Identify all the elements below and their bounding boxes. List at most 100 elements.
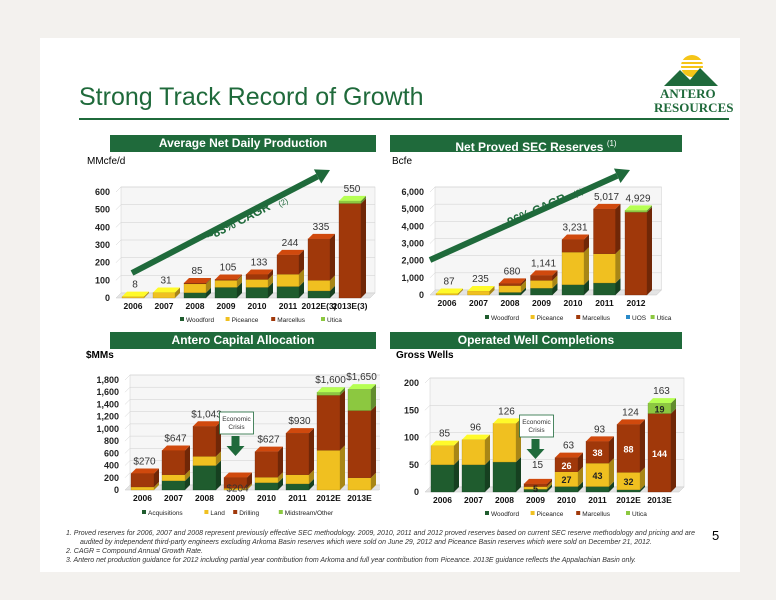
- bar-top-face: [555, 452, 583, 458]
- legend-label: Woodford: [186, 317, 214, 324]
- bar-segment-piceance: [498, 285, 522, 293]
- bar-segment-label: 26: [561, 461, 571, 471]
- bar-total-label: 85: [191, 266, 203, 277]
- bar-top-face: [431, 440, 459, 446]
- bar-total-label: $270: [133, 457, 156, 468]
- bar-segment-woodford: [530, 287, 553, 296]
- x-tick-label: 2007: [464, 495, 483, 505]
- bar-2013E: [347, 384, 376, 491]
- bar-2011: [593, 203, 621, 296]
- x-tick-label: 2009: [532, 298, 551, 308]
- bar-segment-side: [371, 384, 376, 411]
- bar-top-face: [286, 428, 314, 434]
- bar-2012: [624, 205, 652, 296]
- bar-segment-woodford: [430, 464, 455, 493]
- antero-logo: [664, 55, 718, 86]
- y-tick-label: 0: [105, 293, 110, 303]
- y-tick-label: 0: [419, 290, 424, 300]
- gridline-diag: [115, 186, 122, 193]
- gridline-diag: [124, 399, 131, 405]
- bar-segment-side: [485, 434, 490, 465]
- bar-segment-side: [547, 484, 552, 492]
- bar-segment-marcellus: [338, 203, 362, 299]
- bar-top-face: [339, 195, 366, 201]
- legend-label: Marcellus: [582, 511, 611, 518]
- y-tick-label: 600: [104, 448, 119, 458]
- bar-segment-side: [340, 390, 345, 451]
- bar-segment-side: [454, 459, 459, 492]
- legend-swatch-utica: [650, 315, 655, 319]
- bar-top-face: [617, 419, 645, 425]
- bar-2008: [192, 421, 221, 491]
- bar-total-label: 5,017: [594, 192, 619, 203]
- bar-top-face: [193, 421, 221, 427]
- bar-segment-label: 43: [592, 471, 602, 481]
- cagr-footnote: (2): [277, 196, 290, 209]
- bar-segment-side: [615, 248, 621, 283]
- bar-total-label: 1,141: [531, 258, 556, 269]
- legend-swatch-acquisitions: [142, 510, 146, 514]
- bar-segment-side: [340, 445, 345, 490]
- bar-segment-piceance: [461, 439, 486, 465]
- bar-segment-acquisitions: [192, 465, 217, 491]
- reserves-chart: 0 1,000 2,000 3,000 4,000 5,000 6,000 87 2006 235…: [401, 168, 672, 322]
- legend-swatch-woodford: [485, 315, 489, 319]
- bar-segment-piceance: [492, 423, 517, 463]
- bar-segment-side: [309, 469, 314, 484]
- legend-label: Utica: [327, 317, 342, 324]
- bar-segment-drilling: [285, 433, 310, 475]
- footnote-3: 3. Antero net production guidance for 20…: [66, 557, 636, 564]
- page-title: Strong Track Record of Growth: [79, 83, 424, 111]
- bar-segment-land: [161, 474, 186, 481]
- bar-segment-side: [299, 281, 304, 298]
- reserves-title-footnote: (1): [606, 139, 617, 148]
- legend-swatch-uos: [626, 315, 630, 319]
- wells-panel-header: Operated Well Completions: [390, 332, 682, 349]
- cagr-arrow-head: [613, 168, 630, 184]
- bar-top-face: [317, 387, 345, 393]
- bar-segment-side: [615, 203, 621, 254]
- x-tick-label: 2008: [501, 298, 520, 308]
- bar-segment-piceance: [245, 279, 269, 288]
- bar-top-face: [524, 478, 552, 484]
- bar-2007: [161, 445, 190, 491]
- reserves-unit: Bcfe: [392, 156, 413, 167]
- production-unit: MMcfe/d: [87, 156, 126, 167]
- bar-top-face: [308, 233, 335, 239]
- bar-segment-side: [185, 469, 190, 481]
- gridline-diag: [124, 411, 131, 417]
- bar-total-label: 3,231: [562, 223, 587, 234]
- bar-total-label: 124: [622, 407, 639, 418]
- bar-top-face: [122, 291, 149, 297]
- bar-segment-side: [584, 247, 589, 285]
- bar-segment-piceance: [307, 280, 331, 292]
- legend: Acquisitions Land Drilling Midstream/Other: [142, 510, 334, 517]
- bar-segment-marcellus: [561, 239, 585, 253]
- callout-box: [219, 411, 254, 435]
- bar-segment-side: [237, 274, 242, 281]
- bar-segment-side: [237, 282, 242, 298]
- bar-segment-side: [609, 481, 614, 492]
- bar-segment-side: [299, 269, 304, 287]
- bar-segment-side: [371, 472, 376, 490]
- bar-segment-midstreamother: [316, 392, 341, 396]
- bar-segment-woodford: [245, 287, 269, 299]
- bar-segment-side: [609, 436, 614, 464]
- legend-swatch-midstreamother: [278, 510, 283, 514]
- bar-2011: [285, 428, 314, 491]
- y-tick-label: 200: [404, 378, 419, 388]
- wells-title: Operated Well Completions: [457, 333, 615, 347]
- x-tick-label: 2006: [133, 493, 152, 503]
- bar-top-face: [162, 445, 190, 451]
- bar-segment-side: [578, 481, 583, 492]
- economic-crisis-callout: Economic Crisis: [519, 414, 554, 459]
- x-tick-label: 2009: [526, 495, 545, 505]
- y-tick-label: 100: [404, 433, 419, 443]
- x-tick-label: 2007: [155, 301, 174, 311]
- y-tick-label: 50: [409, 460, 419, 470]
- legend-swatch-land: [204, 510, 209, 514]
- bar-segment-land: [254, 477, 279, 483]
- bar-segment-side: [340, 387, 345, 396]
- bar-segment-piceance: [530, 280, 553, 289]
- bar-segment-side: [309, 428, 314, 475]
